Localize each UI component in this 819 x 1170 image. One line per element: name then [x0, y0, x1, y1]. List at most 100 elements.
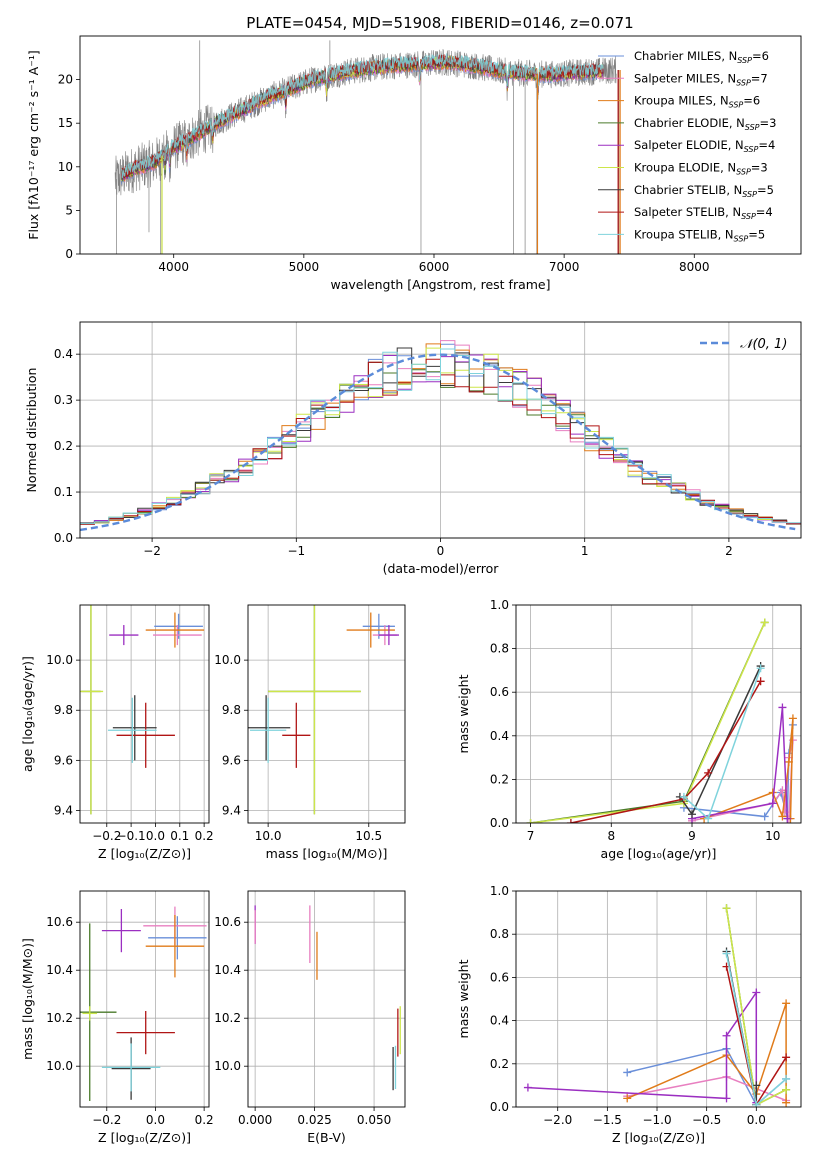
legend-label-suffix: =5: [757, 183, 774, 197]
weight-marker: [523, 1083, 532, 1092]
y-tick-label: 0.4: [54, 347, 73, 361]
y-tick-label: 9.8: [222, 703, 241, 717]
weight-marker: [778, 703, 787, 712]
legend-label-subscript: SSP: [737, 56, 752, 65]
x-tick-label: 0.0: [146, 829, 165, 843]
y-tick-label: 5: [65, 203, 73, 217]
weight-marker: [623, 1068, 632, 1077]
y-tick-label: 10.0: [214, 1059, 241, 1073]
weight-marker: [782, 1098, 791, 1107]
legend-label-subscript: SSP: [745, 123, 760, 132]
y-tick-label: 0.0: [490, 1100, 509, 1114]
y-tick-label: 0.8: [490, 927, 509, 941]
age_vs_mass-panel: 10.0 10.5 9.4 9.6 9.8 10.0 mass [log₁₀(M/M⊙)]: [214, 604, 406, 861]
y-tick-label: 0.0: [54, 531, 73, 545]
legend-label-text: Salpeter MILES, N: [634, 71, 736, 85]
weight-line: [691, 707, 789, 820]
y-tick-label: 0.3: [54, 393, 73, 407]
legend-label-subscript: SSP: [742, 190, 757, 199]
chart-title: PLATE=0454, MJD=51908, FIBERID=0146, z=0…: [246, 14, 633, 32]
x-tick-label: 8: [607, 829, 615, 843]
y-tick-label: 10.6: [214, 915, 241, 929]
y-tick-label: 0.6: [490, 970, 509, 984]
weight_vs_age-plot-area: [526, 618, 797, 823]
weight-marker: [782, 1085, 791, 1094]
weight-marker: [722, 949, 731, 958]
y-tick-label: 0.8: [490, 642, 509, 656]
y-tick-label: 0.4: [490, 729, 509, 743]
x-tick-label: −2.0: [543, 1113, 572, 1127]
x-tick-label: 0.1: [170, 829, 189, 843]
gaussian-curve: [80, 353, 796, 532]
y-tick-label: 1.0: [490, 598, 509, 612]
x-tick-label: 0.000: [238, 1113, 272, 1127]
legend-label: 𝒩(0, 1): [740, 337, 787, 352]
legend-label: Kroupa ELODIE, NSSP=3: [634, 161, 768, 177]
y-tick-label: 0: [65, 247, 73, 261]
y-tick-label: 1.0: [490, 884, 509, 898]
x-axis-label: mass [log₁₀(M/M⊙)]: [266, 846, 388, 861]
weight_vs_Z-plot-area: [523, 904, 791, 1107]
y-tick-label: 20: [58, 73, 73, 87]
legend-label-subscript: SSP: [744, 145, 759, 154]
y-tick-label: 9.4: [54, 803, 73, 817]
x-tick-label: 0.2: [195, 829, 214, 843]
legend-label: Chabrier STELIB, NSSP=5: [634, 183, 774, 199]
y-axis-label: mass weight: [456, 959, 471, 1038]
x-tick-label: 0.050: [357, 1113, 391, 1127]
weight-marker: [782, 999, 791, 1008]
weight-marker: [752, 1100, 761, 1107]
y-tick-label: 10.4: [46, 963, 73, 977]
y-tick-label: 10.2: [214, 1011, 241, 1025]
x-tick-label: −0.5: [692, 1113, 721, 1127]
x-tick-label: −0.2: [92, 1113, 121, 1127]
legend-label-suffix: =3: [751, 161, 768, 175]
legend-label: Kroupa STELIB, NSSP=5: [634, 227, 765, 243]
legend-label-suffix: =7: [751, 71, 768, 85]
y-tick-label: 10.4: [214, 963, 241, 977]
axes-frame: [79, 35, 802, 255]
x-tick-label: 0.2: [195, 1113, 214, 1127]
legend-label-suffix: =5: [748, 227, 765, 241]
y-tick-label: 9.8: [54, 703, 73, 717]
x-tick-label: −1.0: [642, 1113, 671, 1127]
legend-label-text: Kroupa ELODIE, N: [634, 161, 736, 175]
legend-label-text: Salpeter STELIB, N: [634, 205, 741, 219]
weight-marker: [566, 819, 575, 823]
residual-legend: 𝒩(0, 1): [700, 337, 787, 352]
y-tick-label: 10.0: [214, 653, 241, 667]
y-tick-label: 0.0: [490, 816, 509, 830]
legend-label: Chabrier MILES, NSSP=6: [634, 49, 769, 65]
weight-marker: [704, 768, 713, 777]
weight-marker: [526, 819, 535, 823]
x-tick-label: −0.2: [92, 829, 121, 843]
x-tick-label: 10.5: [355, 829, 382, 843]
y-tick-label: 10.2: [46, 1011, 73, 1025]
weight-marker: [679, 792, 688, 801]
spectrum-panel: 4000 5000 6000 7000 8000 0 5 10 15 20 wavelength […: [26, 35, 802, 292]
mass_vs_ebv-plot-area: [254, 905, 401, 1091]
x-tick-label: 10: [765, 829, 780, 843]
weight_vs_age-panel: 7 8 9 10 0.0 0.2 0.4 0.6 0.8 1.0 age [log₁₀(age/yr…: [456, 598, 802, 861]
weight-marker: [760, 618, 769, 627]
weight-marker: [756, 677, 765, 686]
x-tick-label: 2: [725, 544, 733, 558]
legend-label: Kroupa MILES, NSSP=6: [634, 94, 760, 110]
y-axis-label: mass weight: [456, 674, 471, 753]
y-tick-label: 10: [58, 160, 73, 174]
x-tick-label: 8000: [679, 260, 710, 274]
weight-line: [530, 622, 766, 823]
legend-label-subscript: SSP: [741, 212, 756, 221]
x-tick-label: 7: [527, 829, 535, 843]
x-tick-label: 9: [688, 829, 696, 843]
residuals-panel: −2 −1 0 1 2 0.0 0.1 0.2 0.3 0.4 (data-model)/error…: [24, 321, 802, 576]
legend-label-subscript: SSP: [736, 168, 751, 177]
weight-marker: [756, 664, 765, 673]
legend-label-suffix: =3: [760, 116, 777, 130]
x-axis-label: wavelength [Angstrom, rest frame]: [330, 277, 550, 292]
legend-label-suffix: =6: [743, 94, 760, 108]
axes-frame: [515, 890, 802, 1108]
weight-marker: [782, 1074, 791, 1083]
x-axis-label: Z [log₁₀(Z/Z⊙)]: [98, 1130, 191, 1145]
weight-marker: [722, 1031, 731, 1040]
